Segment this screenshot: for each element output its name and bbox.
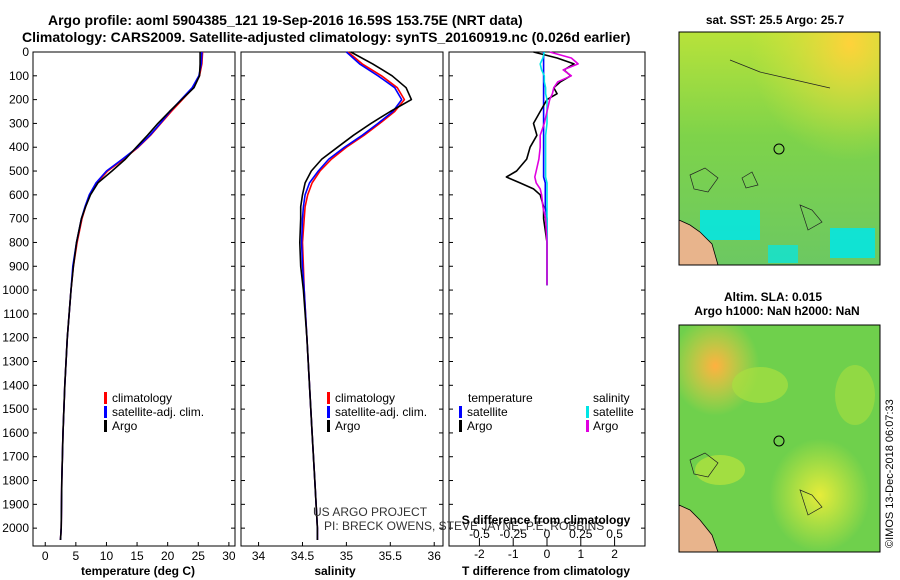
x-tick-label: 15 bbox=[130, 549, 144, 563]
legend-sal-satellite: satellite bbox=[593, 405, 634, 419]
x-tick-label: 0 bbox=[42, 549, 49, 563]
depth-tick-label: 1900 bbox=[2, 497, 29, 511]
series-line-salinity-argo bbox=[533, 51, 579, 286]
x-tick-label: 20 bbox=[161, 549, 175, 563]
s-tick-label: 0.25 bbox=[569, 527, 593, 541]
depth-tick-label: 1300 bbox=[2, 354, 29, 368]
legend-sal-argo: Argo bbox=[593, 419, 619, 433]
x-tick-label: 35 bbox=[340, 549, 354, 563]
legend-swatch-satellite-adj bbox=[104, 406, 107, 418]
x-tick-label: 10 bbox=[100, 549, 114, 563]
s-tick-label: -0.25 bbox=[500, 527, 528, 541]
title-line-2: Climatology: CARS2009. Satellite-adjuste… bbox=[22, 29, 630, 45]
legend-satellite-adj: satellite-adj. clim. bbox=[112, 405, 204, 419]
legend-argo: Argo bbox=[335, 419, 361, 433]
x-tick-label: 2 bbox=[611, 547, 618, 561]
legend-swatch-temp-argo bbox=[459, 420, 462, 432]
x-tick-label: 34 bbox=[252, 549, 266, 563]
s-tick-label: -0.5 bbox=[469, 527, 490, 541]
x-tick-label: 25 bbox=[192, 549, 206, 563]
x-tick-label: 34.5 bbox=[291, 549, 315, 563]
project-note-line-1: US ARGO PROJECT bbox=[313, 505, 428, 519]
salinity-xlabel: salinity bbox=[314, 564, 356, 578]
legend-temp-argo: Argo bbox=[467, 419, 493, 433]
x-tick-label: 36 bbox=[428, 549, 442, 563]
s-tick-label: 0.5 bbox=[606, 527, 623, 541]
temperature-legend: climatology satellite-adj. clim. Argo bbox=[104, 391, 204, 433]
depth-tick-label: 1100 bbox=[3, 307, 29, 321]
depth-tick-label: 1500 bbox=[2, 402, 29, 416]
depth-tick-label: 500 bbox=[9, 164, 29, 178]
series-line-salinity-satellite bbox=[539, 51, 548, 286]
depth-tick-label: 2000 bbox=[2, 521, 29, 535]
depth-tick-label: 1000 bbox=[2, 283, 29, 297]
depth-tick-label: 400 bbox=[9, 140, 29, 154]
legend-salinity-title: salinity bbox=[593, 391, 630, 405]
depth-tick-label: 1400 bbox=[2, 378, 29, 392]
legend-argo: Argo bbox=[112, 419, 138, 433]
s-tick-label: 0 bbox=[544, 527, 551, 541]
legend-swatch-argo bbox=[327, 420, 330, 432]
series-line-argo bbox=[298, 51, 413, 540]
depth-tick-label: 600 bbox=[9, 188, 29, 202]
project-note-line-2: PI: BRECK OWENS, STEVE JAYNE, P.E. ROBBI… bbox=[324, 519, 604, 533]
depth-tick-label: 1700 bbox=[2, 450, 29, 464]
x-tick-label: 35.5 bbox=[379, 549, 403, 563]
legend-swatch-climatology bbox=[327, 392, 330, 404]
depth-tick-label: 900 bbox=[9, 259, 29, 273]
depth-tick-label: 100 bbox=[9, 69, 29, 83]
legend-satellite-adj: satellite-adj. clim. bbox=[335, 405, 427, 419]
sst-map bbox=[678, 31, 881, 266]
depth-tick-label: 300 bbox=[9, 116, 29, 130]
difference-xlabel: T difference from climatology bbox=[462, 564, 630, 578]
legend-climatology: climatology bbox=[112, 391, 172, 405]
depth-tick-label: 0 bbox=[22, 45, 29, 59]
x-tick-label: 5 bbox=[73, 549, 80, 563]
map-top-title: sat. SST: 25.5 Argo: 25.7 bbox=[706, 13, 845, 27]
depth-tick-label: 800 bbox=[9, 235, 29, 249]
x-tick-label: -2 bbox=[474, 547, 485, 561]
depth-tick-label: 1200 bbox=[2, 331, 29, 345]
difference-s-title: S difference from climatology bbox=[462, 513, 631, 527]
difference-panel bbox=[448, 51, 646, 547]
map-bottom-title-2: Argo h1000: NaN h2000: NaN bbox=[694, 304, 859, 318]
legend-swatch-temp-satellite bbox=[459, 406, 462, 418]
difference-legend: temperature satellite Argo salinity sate… bbox=[459, 391, 634, 433]
x-tick-label: -1 bbox=[508, 547, 519, 561]
temperature-panel bbox=[32, 51, 236, 547]
series-line-argo bbox=[59, 52, 201, 541]
legend-swatch-sal-satellite bbox=[586, 406, 589, 418]
credit-text: ©IMOS 13-Dec-2018 06:07:33 bbox=[884, 399, 896, 548]
x-tick-label: 0 bbox=[544, 547, 551, 561]
depth-tick-label: 1600 bbox=[2, 426, 29, 440]
legend-climatology: climatology bbox=[335, 391, 395, 405]
legend-swatch-satellite-adj bbox=[327, 406, 330, 418]
legend-swatch-argo bbox=[104, 420, 107, 432]
legend-temperature-title: temperature bbox=[468, 391, 533, 405]
map-bottom-title-1: Altim. SLA: 0.015 bbox=[724, 290, 822, 304]
legend-temp-satellite: satellite bbox=[467, 405, 508, 419]
legend-swatch-sal-argo bbox=[586, 420, 589, 432]
temperature-xlabel: temperature (deg C) bbox=[81, 564, 195, 578]
salinity-panel bbox=[240, 51, 444, 547]
salinity-legend: climatology satellite-adj. clim. Argo bbox=[327, 391, 427, 433]
depth-tick-label: 200 bbox=[9, 93, 29, 107]
title-line-1: Argo profile: aoml 5904385_121 19-Sep-20… bbox=[48, 12, 523, 28]
x-tick-label: 30 bbox=[222, 549, 236, 563]
depth-tick-label: 700 bbox=[9, 212, 29, 226]
legend-swatch-climatology bbox=[104, 392, 107, 404]
x-tick-label: 1 bbox=[577, 547, 584, 561]
depth-tick-label: 1800 bbox=[2, 474, 29, 488]
sla-map bbox=[678, 324, 881, 553]
